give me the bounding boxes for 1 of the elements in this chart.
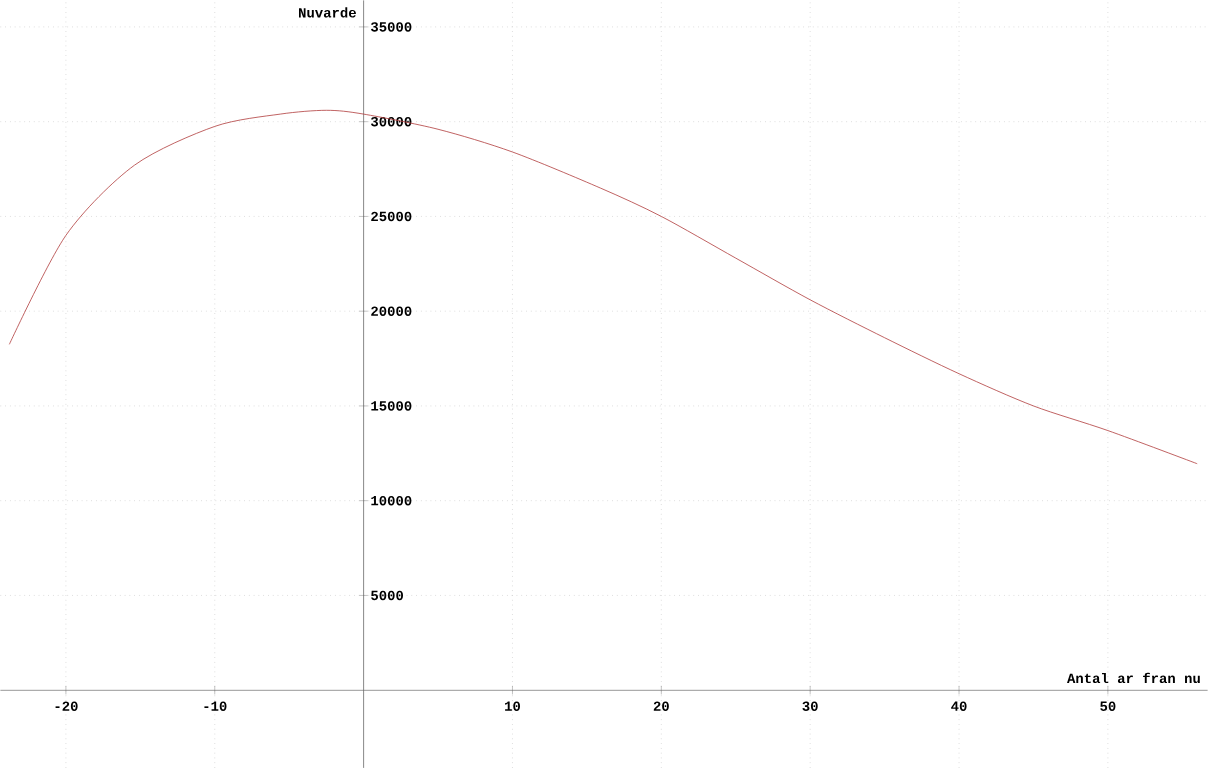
line-series	[8, 109, 1198, 464]
